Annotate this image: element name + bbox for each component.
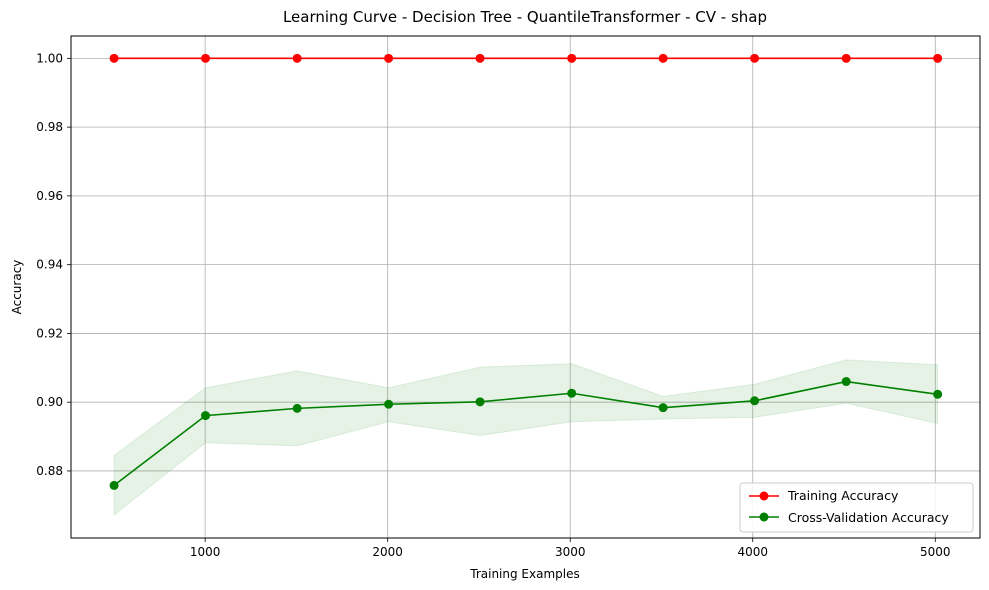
cv-accuracy-point: [933, 389, 943, 399]
training-accuracy-point: [750, 53, 760, 63]
legend-training-label: Training Accuracy: [787, 488, 899, 503]
cv-accuracy-point: [109, 480, 119, 490]
cv-accuracy-point: [475, 397, 485, 407]
training-accuracy-point: [475, 53, 485, 63]
x-tick-label: 2000: [372, 545, 403, 559]
plot-area-background: [71, 36, 980, 538]
cv-accuracy-point: [201, 411, 211, 421]
y-tick-label: 0.92: [36, 326, 63, 340]
legend-box: [739, 482, 974, 533]
y-tick-label: 0.96: [36, 189, 63, 203]
cv-accuracy-point: [841, 377, 851, 387]
cv-std-band: [113, 359, 939, 516]
x-tick-label: 1000: [190, 545, 221, 559]
cv-accuracy-point: [658, 403, 668, 413]
chart-title: Learning Curve - Decision Tree - Quantil…: [283, 8, 767, 26]
y-axis-title: Accuracy: [10, 260, 24, 315]
training-accuracy-point: [201, 53, 211, 63]
plot-frame: [70, 35, 981, 539]
cv-accuracy-line: [113, 380, 938, 487]
legend: Training Accuracy Cross-Validation Accur…: [739, 482, 974, 533]
y-axis-ticks: 0.88 0.90 0.92 0.94 0.96 0.98 1.00: [36, 51, 71, 478]
training-accuracy-point: [292, 53, 302, 63]
y-tick-label: 0.98: [36, 120, 63, 134]
legend-cv-marker: [759, 512, 769, 522]
training-accuracy-point: [658, 53, 668, 63]
series-layer: [109, 53, 943, 490]
y-tick-label: 1.00: [36, 51, 63, 65]
training-accuracy-point: [933, 53, 943, 63]
y-tick-label: 0.94: [36, 258, 63, 272]
y-tick-label: 0.88: [36, 464, 63, 478]
cv-accuracy-point: [567, 388, 577, 398]
training-accuracy-point: [384, 53, 394, 63]
cv-accuracy-point: [384, 399, 394, 409]
training-accuracy-point: [841, 53, 851, 63]
training-accuracy-point: [567, 53, 577, 63]
cv-accuracy-point: [750, 396, 760, 406]
x-tick-label: 5000: [920, 545, 951, 559]
y-tick-label: 0.90: [36, 395, 63, 409]
cv-accuracy-point: [292, 403, 302, 413]
x-tick-label: 4000: [737, 545, 768, 559]
x-tick-label: 3000: [555, 545, 586, 559]
x-axis-title: Training Examples: [469, 567, 579, 581]
training-accuracy-point: [109, 53, 119, 63]
x-axis-ticks: 1000 2000 3000 4000 5000: [190, 538, 951, 559]
legend-cv-label: Cross-Validation Accuracy: [788, 510, 949, 525]
cv-std-band-area: [113, 359, 939, 516]
legend-training-marker: [759, 491, 769, 501]
